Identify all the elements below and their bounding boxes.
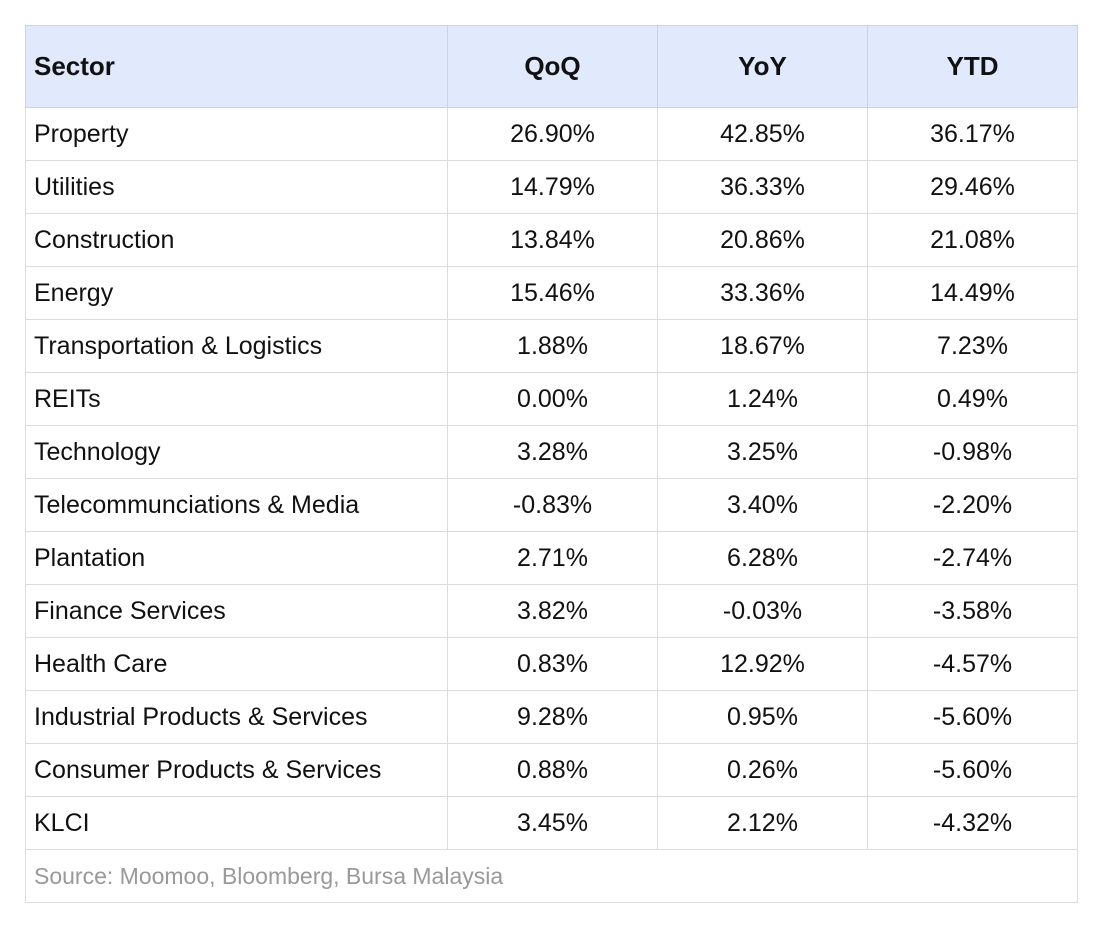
value-cell: 42.85%: [657, 107, 868, 161]
sector-cell: Construction: [25, 213, 448, 267]
value-cell: 3.28%: [447, 425, 658, 479]
value-cell: 20.86%: [657, 213, 868, 267]
value-cell: -3.58%: [867, 584, 1078, 638]
table-row: Technology 3.28% 3.25% -0.98%: [25, 425, 1078, 479]
sector-cell: REITs: [25, 372, 448, 426]
sector-cell: Technology: [25, 425, 448, 479]
sector-cell: Telecommunciations & Media: [25, 478, 448, 532]
sector-cell: Energy: [25, 266, 448, 320]
value-cell: 3.82%: [447, 584, 658, 638]
table-row: Health Care 0.83% 12.92% -4.57%: [25, 637, 1078, 691]
value-cell: 1.88%: [447, 319, 658, 373]
value-cell: -0.03%: [657, 584, 868, 638]
sector-cell: Health Care: [25, 637, 448, 691]
value-cell: -4.57%: [867, 637, 1078, 691]
sector-table: Sector QoQ YoY YTD Property 26.90% 42.85% 36.1…: [25, 25, 1078, 903]
table-row: REITs 0.00% 1.24% 0.49%: [25, 372, 1078, 426]
source-row: Source: Moomoo, Bloomberg, Bursa Malaysi…: [25, 849, 1078, 903]
sector-cell: Utilities: [25, 160, 448, 214]
value-cell: 14.79%: [447, 160, 658, 214]
table-row: Finance Services 3.82% -0.03% -3.58%: [25, 584, 1078, 638]
table-row: Consumer Products & Services 0.88% 0.26% -5…: [25, 743, 1078, 797]
value-cell: 1.24%: [657, 372, 868, 426]
value-cell: 3.45%: [447, 796, 658, 850]
value-cell: 0.49%: [867, 372, 1078, 426]
value-cell: -2.74%: [867, 531, 1078, 585]
table-row: Construction 13.84% 20.86% 21.08%: [25, 213, 1078, 267]
source-note: Source: Moomoo, Bloomberg, Bursa Malaysi…: [25, 849, 1078, 903]
sector-cell: Industrial Products & Services: [25, 690, 448, 744]
sector-cell: Consumer Products & Services: [25, 743, 448, 797]
value-cell: 18.67%: [657, 319, 868, 373]
header-cell: YTD: [867, 25, 1078, 108]
value-cell: 3.40%: [657, 478, 868, 532]
value-cell: 29.46%: [867, 160, 1078, 214]
value-cell: -4.32%: [867, 796, 1078, 850]
value-cell: 12.92%: [657, 637, 868, 691]
value-cell: 15.46%: [447, 266, 658, 320]
value-cell: 21.08%: [867, 213, 1078, 267]
value-cell: 36.17%: [867, 107, 1078, 161]
value-cell: 7.23%: [867, 319, 1078, 373]
table-row: Property 26.90% 42.85% 36.17%: [25, 107, 1078, 161]
table-row: Transportation & Logistics 1.88% 18.67% 7.2…: [25, 319, 1078, 373]
value-cell: -0.83%: [447, 478, 658, 532]
sector-cell: Property: [25, 107, 448, 161]
table-row: Utilities 14.79% 36.33% 29.46%: [25, 160, 1078, 214]
value-cell: 36.33%: [657, 160, 868, 214]
value-cell: 6.28%: [657, 531, 868, 585]
header-cell: YoY: [657, 25, 868, 108]
sector-cell: KLCI: [25, 796, 448, 850]
header-row: Sector QoQ YoY YTD: [25, 25, 1078, 108]
value-cell: 14.49%: [867, 266, 1078, 320]
sector-cell: Finance Services: [25, 584, 448, 638]
value-cell: 2.71%: [447, 531, 658, 585]
table-container: Sector QoQ YoY YTD Property 26.90% 42.85% 36.1…: [25, 25, 1078, 903]
value-cell: -0.98%: [867, 425, 1078, 479]
header-cell: QoQ: [447, 25, 658, 108]
value-cell: 0.83%: [447, 637, 658, 691]
value-cell: -5.60%: [867, 690, 1078, 744]
sector-cell: Plantation: [25, 531, 448, 585]
table-row: Telecommunciations & Media -0.83% 3.40% -2.…: [25, 478, 1078, 532]
table-row: Plantation 2.71% 6.28% -2.74%: [25, 531, 1078, 585]
header-cell: Sector: [25, 25, 448, 108]
value-cell: 0.95%: [657, 690, 868, 744]
value-cell: 13.84%: [447, 213, 658, 267]
value-cell: 3.25%: [657, 425, 868, 479]
value-cell: 33.36%: [657, 266, 868, 320]
value-cell: 0.26%: [657, 743, 868, 797]
value-cell: -5.60%: [867, 743, 1078, 797]
value-cell: 26.90%: [447, 107, 658, 161]
value-cell: 9.28%: [447, 690, 658, 744]
table-row: Industrial Products & Services 9.28% 0.95%…: [25, 690, 1078, 744]
table-row: KLCI 3.45% 2.12% -4.32%: [25, 796, 1078, 850]
table-row: Energy 15.46% 33.36% 14.49%: [25, 266, 1078, 320]
value-cell: -2.20%: [867, 478, 1078, 532]
sector-cell: Transportation & Logistics: [25, 319, 448, 373]
value-cell: 0.88%: [447, 743, 658, 797]
value-cell: 0.00%: [447, 372, 658, 426]
value-cell: 2.12%: [657, 796, 868, 850]
